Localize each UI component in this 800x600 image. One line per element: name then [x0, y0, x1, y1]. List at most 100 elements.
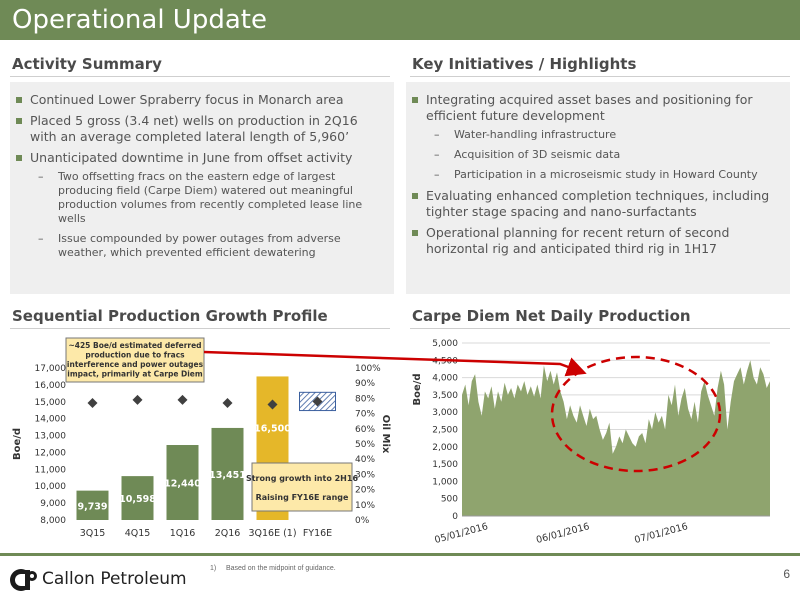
initiative-bullet-2: Evaluating enhanced completion technique…	[412, 188, 778, 220]
bar-y2-tick-label: 50%	[355, 440, 375, 450]
bar-y-tick-label: 13,000	[35, 432, 67, 442]
area-y-tick-label: 500	[441, 495, 458, 505]
bar-y-tick-label: 9,000	[40, 499, 66, 509]
bar-y-axis-label: Boe/d	[12, 428, 23, 460]
area-x-tick-label: 05/01/2016	[433, 521, 489, 546]
initiatives-rule	[410, 76, 790, 77]
oil-mix-point	[222, 397, 233, 408]
area-y-tick-label: 2,000	[432, 443, 458, 453]
bar-y-tick-label: 10,000	[35, 482, 67, 492]
initiative-bullet-3: Operational planning for recent return o…	[412, 225, 778, 257]
area-y-tick-label: 2,500	[432, 426, 458, 436]
growth-callout-line-1: Strong growth into 2H16	[246, 474, 358, 483]
bar-x-tick-label: 2Q16	[215, 528, 241, 539]
initiatives-panel: Integrating acquired asset bases and pos…	[406, 82, 790, 294]
area-x-tick-label: 07/01/2016	[633, 521, 689, 546]
title-bar: Operational Update	[0, 0, 800, 40]
oil-mix-point	[132, 394, 143, 405]
bar-y2-tick-label: 20%	[355, 486, 375, 496]
footer-rule	[0, 553, 800, 556]
activity-rule	[10, 76, 390, 77]
initiative-bullet-1: Integrating acquired asset bases and pos…	[412, 92, 778, 182]
bar-y-tick-label: 8,000	[40, 516, 66, 526]
initiative-sub-2: Acquisition of 3D seismic data	[426, 148, 778, 162]
callout-line: production due to fracs	[85, 351, 185, 360]
area-y-tick-label: 1,000	[432, 477, 458, 487]
bar-x-tick-label: FY16E	[303, 528, 332, 539]
bar-y2-tick-label: 80%	[355, 394, 375, 404]
company-logo-icon	[10, 569, 37, 591]
activity-list: Continued Lower Spraberry focus in Monar…	[16, 92, 382, 266]
oil-mix-point	[312, 396, 323, 407]
bar-y-tick-label: 17,000	[35, 364, 67, 374]
carpe-diem-chart-heading: Carpe Diem Net Daily Production	[412, 307, 691, 325]
deferred-production-callout: ~425 Boe/d estimated deferredproduction …	[65, 337, 205, 383]
bar	[211, 427, 244, 520]
bar-value-label: 12,440	[164, 479, 201, 490]
oil-mix-point	[87, 397, 98, 408]
growth-callout: Strong growth into 2H16 Raising FY16E ran…	[246, 462, 358, 512]
bar	[76, 490, 109, 520]
bar-value-label: 10,598	[119, 494, 156, 505]
activity-sublist: Two offsetting fracs on the eastern edge…	[30, 170, 382, 260]
initiatives-heading: Key Initiatives / Highlights	[412, 55, 637, 73]
bar-y2-tick-label: 100%	[355, 364, 381, 374]
page-title: Operational Update	[12, 5, 267, 35]
area-x-tick-label: 06/01/2016	[535, 521, 591, 546]
activity-panel: Continued Lower Spraberry focus in Monar…	[10, 82, 394, 294]
growth-callout-box	[251, 462, 353, 512]
area-y-axis-label: Boe/d	[412, 373, 423, 405]
bar	[121, 476, 154, 520]
bar-x-tick-label: 1Q16	[170, 528, 196, 539]
area-y-tick-label: 5,000	[432, 339, 458, 349]
bar-y-tick-label: 11,000	[35, 465, 67, 475]
bar-x-tick-label: 3Q16E (1)	[248, 528, 296, 539]
bar-y2-tick-label: 60%	[355, 425, 375, 435]
callout-box	[65, 337, 205, 383]
page-number: 6	[783, 567, 790, 581]
bar-y-tick-label: 14,000	[35, 415, 67, 425]
production-area	[462, 360, 770, 516]
bar-y2-tick-label: 30%	[355, 470, 375, 480]
initiatives-list: Integrating acquired asset bases and pos…	[412, 92, 778, 262]
bar-y-tick-label: 12,000	[35, 448, 67, 458]
bar-y2-tick-label: 40%	[355, 455, 375, 465]
footnote: 1) Based on the midpoint of guidance.	[210, 565, 336, 572]
carpe-diem-area-chart: 05001,0001,5002,0002,5003,0003,5004,0004…	[412, 339, 770, 546]
oil-mix-point	[177, 394, 188, 405]
callout-line: impact, primarily at Carpe Diem	[67, 370, 203, 379]
initiative-sub-1: Water-handling infrastructure	[426, 128, 778, 142]
bar-y2-axis-label: Oil Mix	[380, 415, 391, 454]
activity-bullet-3: Unanticipated downtime in June from offs…	[16, 150, 382, 260]
bar-y2-tick-label: 10%	[355, 501, 375, 511]
production-chart-rule	[10, 328, 390, 329]
initiatives-sublist: Water-handling infrastructure Acquisitio…	[426, 128, 778, 182]
company-name: Callon Petroleum	[42, 569, 187, 589]
callout-line: interference and power outages	[67, 360, 204, 369]
initiative-sub-3: Participation in a microseismic study in…	[426, 168, 778, 182]
production-chart-heading: Sequential Production Growth Profile	[12, 307, 328, 325]
bar-y2-tick-label: 90%	[355, 379, 375, 389]
callout-line: ~425 Boe/d estimated deferred	[68, 341, 201, 350]
bar-value-label: 9,739	[77, 501, 107, 512]
area-y-tick-label: 4,000	[432, 374, 458, 384]
downtime-highlight-ellipse	[550, 355, 722, 473]
activity-sub-1: Two offsetting fracs on the eastern edge…	[30, 170, 382, 226]
bar-y-tick-label: 15,000	[35, 398, 67, 408]
activity-bullet-2: Placed 5 gross (3.4 net) wells on produc…	[16, 113, 382, 145]
area-y-tick-label: 3,000	[432, 408, 458, 418]
callout-arrow	[203, 350, 587, 377]
production-bar-chart: 8,000 9,000 10,000 11,000 12,000 13,000 14,000…	[12, 337, 391, 539]
bar	[166, 445, 199, 520]
growth-callout-line-2: Raising FY16E range	[256, 493, 349, 502]
area-y-tick-label: 3,500	[432, 391, 458, 401]
activity-bullet-1: Continued Lower Spraberry focus in Monar…	[16, 92, 382, 108]
bar-value-label: 13,451	[209, 470, 246, 481]
bar-y2-tick-label: 70%	[355, 410, 375, 420]
area-y-tick-label: 1,500	[432, 460, 458, 470]
bar-x-tick-label: 4Q15	[125, 528, 151, 539]
area-y-tick-label: 0	[452, 512, 458, 522]
oil-mix-point	[267, 399, 278, 410]
carpe-diem-chart-rule	[410, 328, 790, 329]
